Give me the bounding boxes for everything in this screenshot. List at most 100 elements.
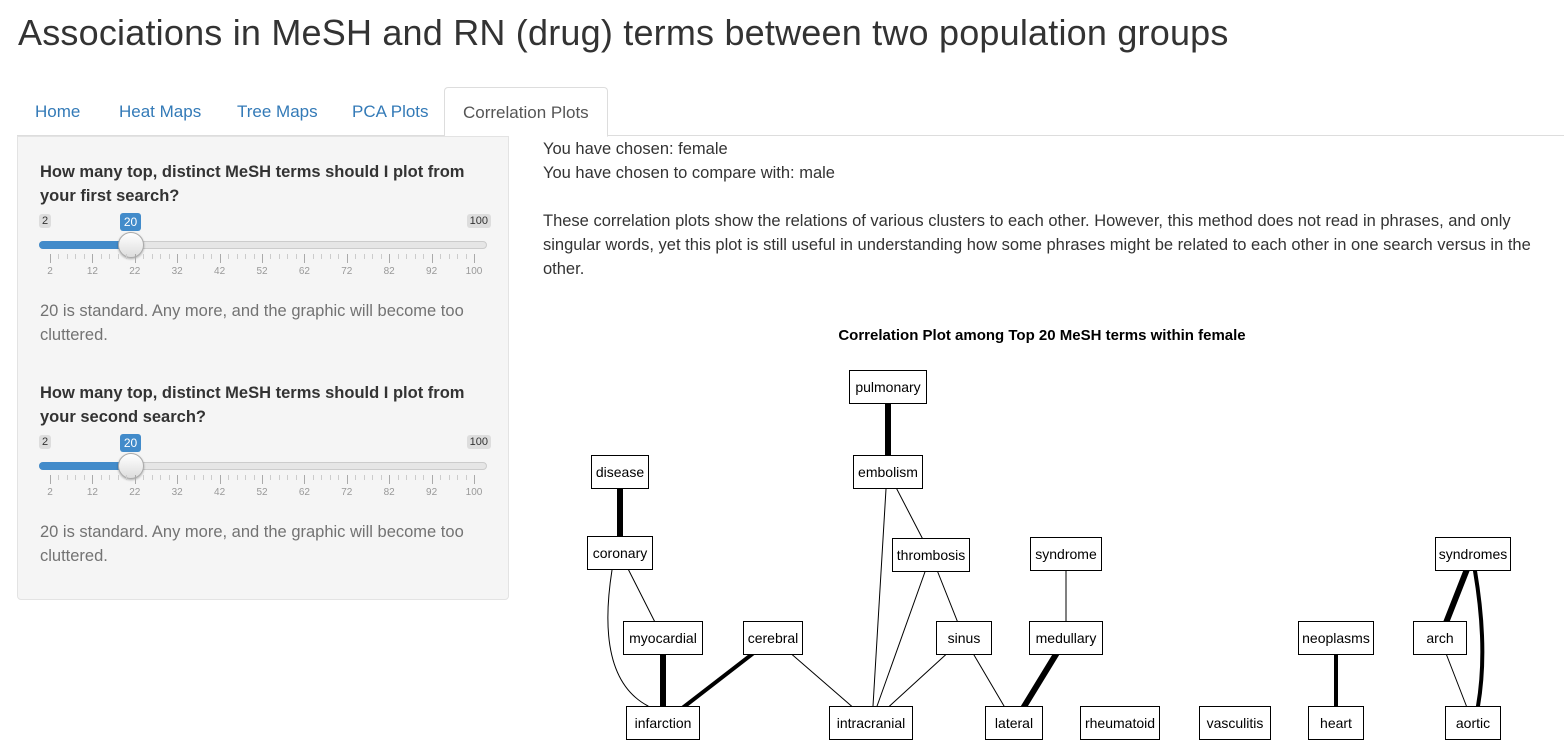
- slider-tick-label: 62: [298, 266, 310, 277]
- slider-tick-label: 2: [47, 266, 53, 277]
- slider-minor-tick: [287, 254, 289, 259]
- slider-minor-tick: [465, 254, 467, 259]
- slider-tick-label: 32: [171, 487, 183, 498]
- slider-minor-tick: [253, 475, 255, 480]
- slider-tick-label: 62: [298, 487, 310, 498]
- node-embolism: embolism: [853, 455, 923, 489]
- slider-minor-tick: [236, 475, 238, 480]
- slider-tick: [262, 475, 263, 484]
- slider-minor-tick: [117, 475, 119, 480]
- slider-minor-tick: [245, 475, 247, 480]
- slider-minor-tick: [185, 254, 187, 259]
- slider1-label: How many top, distinct MeSH terms should…: [40, 163, 465, 205]
- slider-minor-tick: [278, 254, 280, 259]
- slider-minor-tick: [100, 475, 102, 480]
- slider-minor-tick: [211, 254, 213, 259]
- slider-tick-label: 92: [426, 266, 438, 277]
- slider-minor-tick: [228, 254, 230, 259]
- slider-tick-label: 22: [129, 266, 141, 277]
- slider1-max-label: 100: [466, 214, 491, 228]
- node-infarction: infarction: [626, 706, 700, 740]
- slider-minor-tick: [66, 254, 68, 259]
- node-heart: heart: [1308, 706, 1364, 740]
- tab-correlation-plots[interactable]: Correlation Plots: [444, 87, 608, 137]
- slider-minor-tick: [160, 475, 162, 480]
- slider-minor-tick: [168, 475, 170, 480]
- slider-minor-tick: [168, 254, 170, 259]
- slider2-label: How many top, distinct MeSH terms should…: [40, 384, 465, 426]
- page-title: Associations in MeSH and RN (drug) terms…: [18, 12, 1229, 53]
- slider-minor-tick: [143, 254, 145, 259]
- compare-text: You have chosen to compare with: male: [543, 164, 835, 182]
- slider-tick-label: 42: [214, 487, 226, 498]
- node-sinus: sinus: [936, 621, 992, 655]
- slider2-value-badge: 20: [119, 434, 142, 452]
- tab-tree-maps[interactable]: Tree Maps: [237, 102, 318, 121]
- slider-tick: [92, 475, 94, 484]
- slider-tick-label: 82: [383, 266, 395, 277]
- slider-minor-tick: [406, 254, 408, 259]
- slider-minor-tick: [83, 254, 85, 259]
- slider-minor-tick: [270, 475, 272, 480]
- slider-minor-tick: [414, 475, 416, 480]
- slider2[interactable]: 2 100 20 2 12 22 32 42 52 62 72 82 92 100: [39, 434, 491, 515]
- slider-tick: [474, 254, 475, 263]
- node-arch: arch: [1413, 621, 1467, 655]
- slider-minor-tick: [380, 254, 382, 259]
- slider-tick-label: 82: [383, 487, 395, 498]
- slider-minor-tick: [457, 475, 459, 480]
- slider-minor-tick: [338, 475, 340, 480]
- slider2-max-label: 100: [466, 435, 491, 449]
- slider-tick: [431, 254, 433, 263]
- tab-pca-plots[interactable]: PCA Plots: [352, 102, 429, 121]
- node-cerebral: cerebral: [743, 621, 803, 655]
- slider-tick-label: 12: [86, 266, 98, 277]
- node-aortic: aortic: [1445, 706, 1501, 740]
- slider-minor-tick: [151, 475, 153, 480]
- slider-tick: [474, 475, 475, 484]
- tab-heat-maps[interactable]: Heat Maps: [119, 102, 202, 121]
- slider-tick-label: 100: [465, 266, 483, 277]
- slider-minor-tick: [355, 475, 357, 480]
- slider-minor-tick: [202, 254, 204, 259]
- slider-tick: [431, 475, 433, 484]
- slider-tick-label: 32: [171, 266, 183, 277]
- slider-minor-tick: [160, 254, 162, 259]
- slider-minor-tick: [126, 475, 128, 480]
- plot-title: Correlation Plot among Top 20 MeSH terms…: [838, 327, 1246, 344]
- correlation-plot: Correlation Plot among Top 20 MeSH terms…: [520, 318, 1564, 753]
- slider-tick-label: 52: [256, 487, 268, 498]
- slider-minor-tick: [295, 475, 297, 480]
- slider-minor-tick: [117, 254, 119, 259]
- slider-tick: [346, 254, 348, 263]
- slider-tick: [134, 254, 136, 263]
- slider2-help-text: 20 is standard. Any more, and the graphi…: [40, 523, 464, 565]
- slider-minor-tick: [397, 254, 399, 259]
- slider-minor-tick: [338, 254, 340, 259]
- slider-minor-tick: [355, 254, 357, 259]
- slider-minor-tick: [363, 254, 365, 259]
- slider-minor-tick: [253, 254, 255, 259]
- slider-tick: [304, 254, 306, 263]
- node-myocardial: myocardial: [623, 621, 703, 655]
- slider-minor-tick: [75, 475, 77, 480]
- slider2-fill: [39, 462, 131, 470]
- node-intracranial: intracranial: [829, 706, 913, 740]
- node-coronary: coronary: [587, 536, 653, 570]
- plot-edges: [607, 384, 1485, 726]
- slider2-min-label: 2: [39, 435, 52, 449]
- tab-home[interactable]: Home: [35, 102, 81, 121]
- slider-minor-tick: [278, 475, 280, 480]
- node-medullary: medullary: [1029, 621, 1103, 655]
- slider-tick: [304, 475, 306, 484]
- slider-tick: [219, 254, 221, 263]
- slider-tick: [389, 475, 391, 484]
- slider2-handle[interactable]: [117, 453, 144, 479]
- slider-minor-tick: [448, 475, 450, 480]
- slider1[interactable]: 2 100 20 2 12 22 32 42 52 62 72 82 92 100: [39, 213, 491, 294]
- slider-tick-label: 72: [341, 266, 353, 277]
- node-syndromes: syndromes: [1435, 537, 1511, 571]
- slider1-handle[interactable]: [117, 232, 144, 258]
- slider-minor-tick: [211, 475, 213, 480]
- slider1-help-text: 20 is standard. Any more, and the graphi…: [40, 302, 464, 344]
